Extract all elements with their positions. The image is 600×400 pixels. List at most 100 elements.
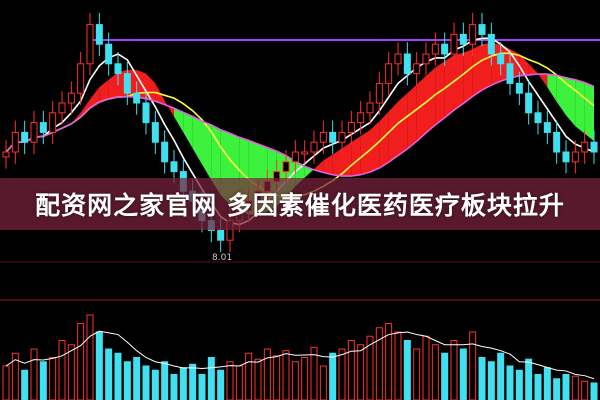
candle-body bbox=[431, 43, 439, 55]
volume-bar bbox=[226, 361, 234, 400]
volume-bar bbox=[189, 363, 197, 400]
candle-body bbox=[469, 24, 477, 45]
ribbon-segment bbox=[146, 73, 156, 102]
volume-bar bbox=[487, 361, 495, 400]
volume-bar bbox=[291, 361, 299, 400]
volume-bar bbox=[338, 348, 346, 400]
candle-body bbox=[95, 24, 103, 45]
candle-body bbox=[366, 102, 374, 114]
volume-bar bbox=[77, 323, 85, 400]
volume-bar bbox=[366, 335, 374, 400]
volume-bar bbox=[506, 365, 514, 400]
candle-body bbox=[2, 151, 10, 158]
volume-bar bbox=[403, 340, 411, 400]
volume-bar bbox=[413, 348, 421, 400]
ribbon-segment bbox=[80, 99, 90, 118]
volume-bar bbox=[534, 374, 542, 400]
volume-bar bbox=[543, 367, 551, 400]
ribbon-segment bbox=[435, 61, 445, 125]
headline-title: 配资网之家官网 多因素催化医药医疗板块拉升 bbox=[35, 191, 565, 220]
ribbon-segment bbox=[183, 112, 193, 149]
volume-bar bbox=[301, 357, 309, 400]
candle-body bbox=[170, 161, 178, 173]
candle-body bbox=[21, 131, 29, 143]
volume-bar bbox=[95, 331, 103, 400]
candle-body bbox=[105, 43, 113, 65]
ribbon-segment bbox=[463, 49, 473, 104]
ribbon-segment bbox=[472, 44, 482, 97]
ribbon-segment bbox=[192, 116, 202, 165]
candle-body bbox=[571, 151, 579, 163]
candle-body bbox=[30, 122, 38, 143]
ribbon-segment bbox=[323, 154, 333, 175]
candle-body bbox=[581, 141, 589, 153]
volume-bar bbox=[469, 331, 477, 400]
ma-long-line bbox=[5, 73, 595, 177]
ribbon-segment bbox=[566, 77, 576, 127]
volume-bar bbox=[282, 350, 290, 400]
candle-body bbox=[49, 112, 57, 133]
ribbon-segment bbox=[164, 100, 174, 117]
ribbon-segment bbox=[174, 108, 184, 133]
volume-bar bbox=[217, 369, 225, 400]
volume-bar bbox=[207, 357, 215, 400]
candle-body bbox=[413, 63, 421, 75]
ribbon-segment bbox=[426, 67, 436, 133]
volume-bar bbox=[431, 344, 439, 400]
candle-body bbox=[515, 82, 523, 94]
candle-body bbox=[478, 24, 486, 35]
candle-body bbox=[562, 151, 570, 163]
candle-body bbox=[291, 151, 299, 163]
volume-bar bbox=[571, 375, 579, 400]
volume-bar bbox=[375, 327, 383, 400]
candle-body bbox=[133, 92, 141, 104]
ma-short-line bbox=[5, 37, 595, 226]
volume-bar bbox=[319, 365, 327, 400]
ribbon-segment bbox=[538, 73, 548, 88]
volume-bar bbox=[49, 357, 57, 400]
ribbon-segment bbox=[379, 111, 389, 169]
candle-body bbox=[590, 141, 598, 153]
ribbon-segment bbox=[556, 75, 566, 116]
volume-bar bbox=[105, 348, 113, 400]
ribbon-segment bbox=[108, 72, 118, 99]
ribbon-segment bbox=[342, 142, 352, 177]
candle-body bbox=[77, 63, 85, 94]
candle-body bbox=[357, 112, 365, 124]
ribbon-segment bbox=[407, 84, 417, 149]
candle-body bbox=[39, 122, 47, 133]
volume-bar bbox=[179, 367, 187, 400]
candle-body bbox=[329, 131, 337, 143]
volume-bar bbox=[254, 358, 262, 400]
low-price-label: 8.01 bbox=[212, 253, 233, 263]
volume-bar bbox=[590, 382, 598, 400]
candle-body bbox=[142, 102, 150, 124]
candle-body bbox=[338, 131, 346, 143]
ribbon-segment bbox=[388, 101, 398, 163]
volume-bar bbox=[553, 378, 561, 400]
ribbon-segment bbox=[351, 136, 361, 177]
candle-body bbox=[553, 131, 561, 153]
volume-bar bbox=[515, 369, 523, 400]
candle-body bbox=[310, 141, 318, 153]
ribbon-segment bbox=[547, 74, 557, 102]
volume-bar bbox=[245, 352, 253, 400]
candle-body bbox=[441, 43, 449, 55]
candle-body bbox=[403, 53, 411, 75]
candle-body bbox=[525, 92, 533, 114]
volume-bar bbox=[422, 335, 430, 400]
volume-bar bbox=[58, 340, 66, 400]
volume-bar bbox=[30, 348, 38, 400]
candle-body bbox=[375, 82, 383, 104]
ribbon-segment bbox=[314, 160, 324, 173]
candle-body bbox=[459, 33, 467, 45]
candle-body bbox=[123, 73, 131, 94]
candle-body bbox=[114, 63, 122, 75]
volume-bar bbox=[161, 361, 169, 400]
volume-bar bbox=[497, 352, 505, 400]
ribbon-segment bbox=[454, 52, 464, 111]
volume-bar bbox=[394, 331, 402, 400]
candle-body bbox=[487, 33, 495, 55]
